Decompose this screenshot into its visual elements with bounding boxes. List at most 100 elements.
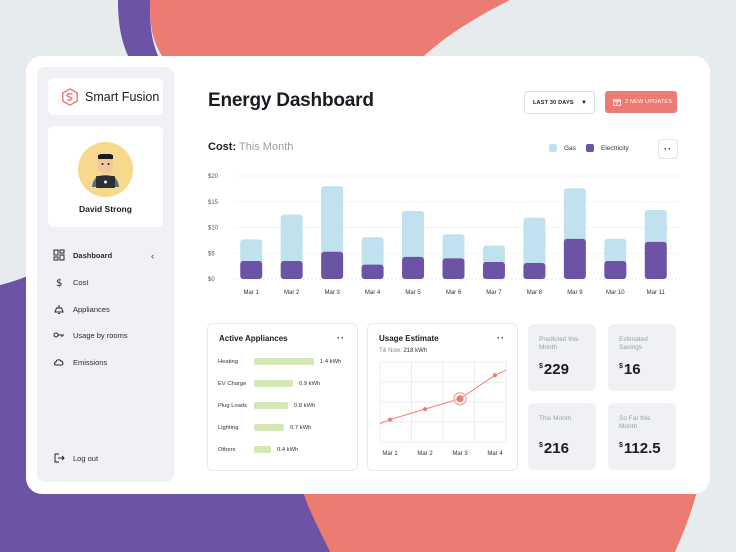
appliances-more-button[interactable]: ·· <box>334 331 348 345</box>
brand-logo[interactable]: Smart Fusion <box>48 78 163 115</box>
appliance-name: Plug Loads <box>218 402 248 409</box>
bar-gas[interactable] <box>644 209 667 245</box>
bar-electricity[interactable] <box>361 264 384 279</box>
bar-gas[interactable] <box>442 234 465 262</box>
appliance-name: Heating <box>218 358 238 365</box>
bar-gas[interactable] <box>563 188 586 242</box>
cost-subtitle: This Month <box>238 141 294 153</box>
stat-estimated-savings: Estimated Savings $16 <box>608 324 676 391</box>
bar-gas[interactable] <box>482 245 505 266</box>
usage-title: Usage Estimate <box>379 334 439 343</box>
sidebar-item-dashboard[interactable]: Dashboard <box>53 249 112 261</box>
currency-symbol: $ <box>619 442 623 449</box>
legend-item-electricity: Electricity <box>586 144 629 152</box>
more-dots-icon: ·· <box>497 333 505 343</box>
logout-button[interactable]: Log out <box>53 452 98 464</box>
appliance-usage-bar <box>254 358 314 365</box>
svg-text:$: $ <box>56 278 62 288</box>
sidebar-item-appliances[interactable]: Appliances <box>53 303 110 315</box>
smart-fusion-logo-icon <box>62 87 78 106</box>
logout-label: Log out <box>73 453 99 463</box>
bar-electricity[interactable] <box>240 260 263 279</box>
cost-more-button[interactable]: ·· <box>658 139 678 159</box>
bar-gas[interactable] <box>604 238 627 264</box>
date-range-dropdown[interactable]: LAST 30 DAYS ▼ <box>524 91 595 114</box>
bar-electricity[interactable] <box>644 241 667 279</box>
x-tick-label: Mar 11 <box>647 290 666 296</box>
bar-electricity[interactable] <box>563 238 586 279</box>
appliance-usage-bar <box>254 380 293 387</box>
bar-electricity[interactable] <box>402 256 425 279</box>
stat-value: 216 <box>543 440 569 457</box>
x-tick-label: Mar 7 <box>486 290 502 296</box>
sidebar-item-usage-by-rooms[interactable]: Usage by rooms <box>53 329 128 341</box>
x-tick-label: Mar 6 <box>446 290 462 296</box>
currency-symbol: $ <box>539 363 543 370</box>
bar-gas[interactable] <box>240 239 263 264</box>
updates-button[interactable]: 2 NEW UPDATES <box>605 91 677 113</box>
bar-gas[interactable] <box>361 237 384 268</box>
currency-symbol: $ <box>539 442 543 449</box>
y-tick-label: $10 <box>208 226 219 232</box>
stat-value: 16 <box>623 361 641 378</box>
dashboard-icon <box>53 249 65 261</box>
bar-electricity[interactable] <box>442 258 465 279</box>
x-tick-label: Mar 1 <box>244 290 260 296</box>
sidebar-item-cost[interactable]: $ Cost <box>53 276 88 289</box>
gift-icon <box>613 99 621 106</box>
x-tick-label: Mar 1 <box>382 451 398 457</box>
data-point[interactable] <box>388 417 392 422</box>
stat-value: 112.5 <box>623 440 661 457</box>
bar-gas[interactable] <box>280 214 303 264</box>
appliance-name: Others <box>218 446 236 453</box>
stat-value-row: $112.5 <box>619 440 661 457</box>
bar-electricity[interactable] <box>321 251 344 279</box>
brand-name: Smart Fusion <box>85 89 160 104</box>
appliance-value: 0.9 kWh <box>299 380 321 387</box>
bar-gas[interactable] <box>523 217 546 267</box>
appliances-title: Active Appliances <box>219 334 288 343</box>
appliance-usage-bar <box>254 424 284 431</box>
y-tick-label: $20 <box>208 174 219 180</box>
sidebar-item-emissions[interactable]: Emissions <box>53 356 107 368</box>
key-icon <box>53 332 64 338</box>
data-point[interactable] <box>456 395 464 403</box>
sidebar-item-label: Appliances <box>73 304 110 314</box>
bar-electricity[interactable] <box>482 262 505 279</box>
stat-label: So Far this Month <box>619 415 651 430</box>
x-tick-label: Mar 3 <box>324 290 340 296</box>
x-tick-label: Mar 3 <box>452 451 468 457</box>
stat-value-row: $216 <box>539 440 569 457</box>
cost-bar-chart: $0 $5 $10 $15 $20 Mar 1 Mar 2 Mar 3 Mar 4 Mar 5 Ma… <box>208 174 680 296</box>
sidebar-item-label: Dashboard <box>73 250 113 260</box>
y-tick-label: $15 <box>208 200 219 206</box>
appliance-row: Plug Loads 0.8 kWh <box>218 402 358 409</box>
bar-electricity[interactable] <box>604 260 627 279</box>
legend-swatch-gas <box>549 144 557 152</box>
appliance-usage-bar <box>254 402 288 409</box>
usage-more-button[interactable]: ·· <box>494 331 508 345</box>
stat-this-month: This Month $216 <box>528 403 596 470</box>
appliance-row: Others 0.4 kWh <box>218 446 358 453</box>
usage-line-chart: Mar 1 Mar 2 Mar 3 Mar 4 <box>379 361 507 457</box>
stat-label: Estimated Savings <box>619 336 648 351</box>
appliance-icon <box>54 305 64 314</box>
appliance-value: 1.4 kWh <box>320 358 342 365</box>
more-dots-icon: ·· <box>664 144 672 154</box>
bar-gas[interactable] <box>402 211 425 260</box>
data-point[interactable] <box>423 407 427 412</box>
bar-electricity[interactable] <box>523 263 546 279</box>
till-now-label: Till Now: <box>379 348 402 354</box>
stat-value-row: $229 <box>539 361 569 378</box>
user-profile-card: David Strong <box>48 126 163 227</box>
chevron-left-icon[interactable]: ‹ <box>151 251 154 261</box>
bar-electricity[interactable] <box>280 260 303 279</box>
user-with-laptop-avatar <box>78 142 133 197</box>
data-point[interactable] <box>493 373 497 378</box>
appliance-row: Lighting 0.7 kWh <box>218 424 358 431</box>
stat-value: 229 <box>543 361 569 378</box>
currency-symbol: $ <box>619 363 623 370</box>
appliance-name: EV Charge <box>218 380 247 387</box>
bar-gas[interactable] <box>321 186 344 255</box>
x-tick-label: Mar 10 <box>606 290 625 296</box>
